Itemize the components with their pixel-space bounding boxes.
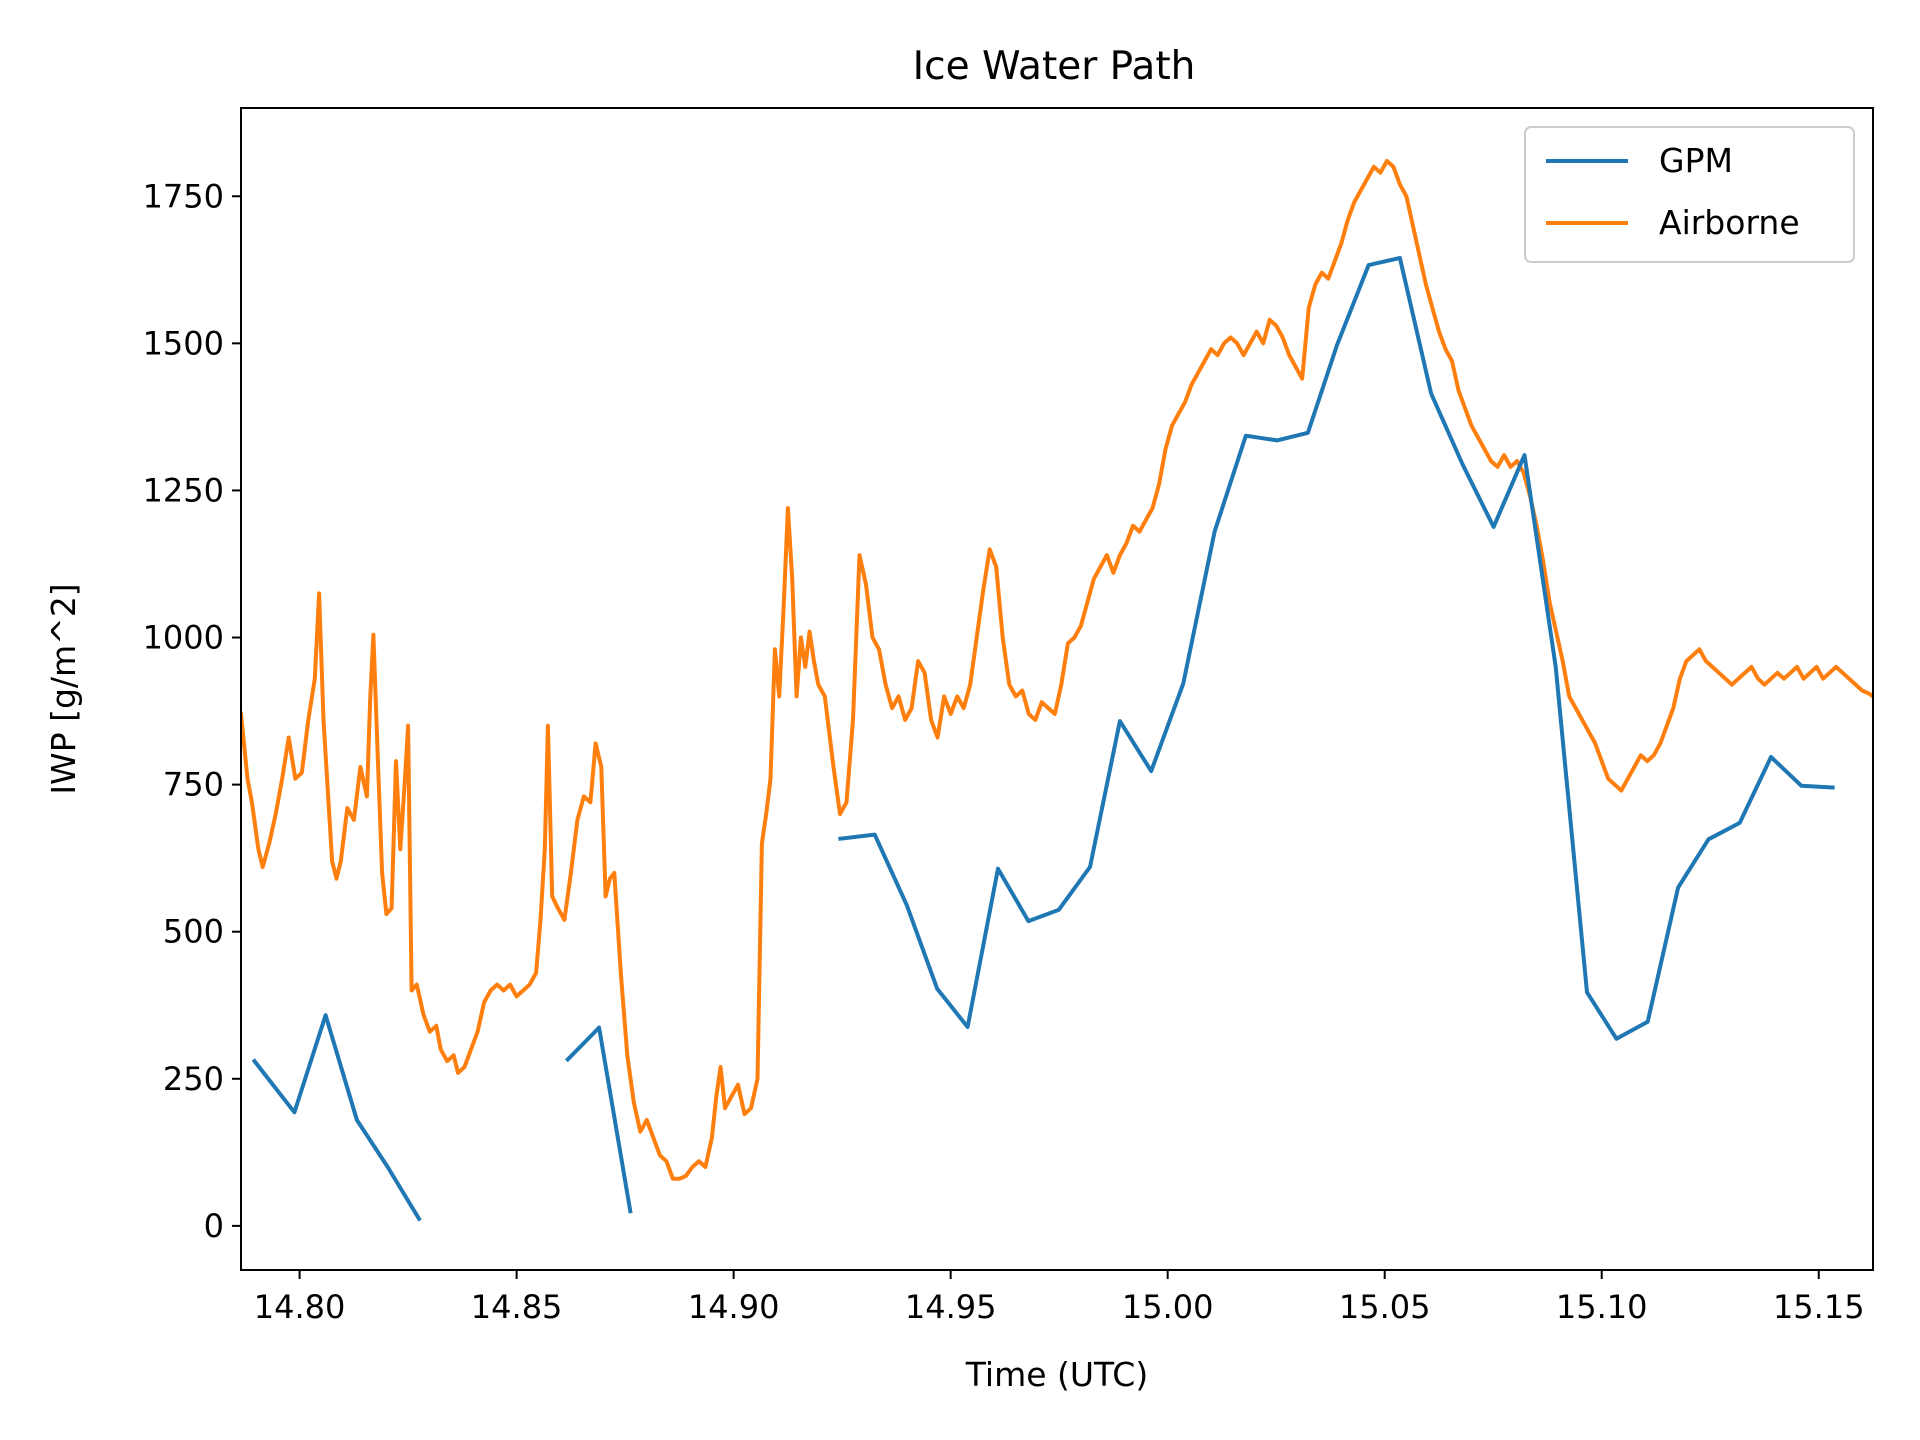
x-tick-label: 14.85 — [471, 1288, 563, 1326]
y-tick-label: 1250 — [143, 471, 224, 509]
x-tick-label: 14.95 — [905, 1288, 997, 1326]
series-line-gpm-segment-3 — [838, 256, 1835, 1041]
y-tick-label: 1500 — [143, 324, 224, 362]
y-tick-label: 250 — [163, 1060, 224, 1098]
x-tick-label: 15.00 — [1122, 1288, 1214, 1326]
x-tick-label: 14.90 — [688, 1288, 780, 1326]
legend-label-gpm: GPM — [1659, 141, 1733, 180]
series-layer — [241, 159, 1873, 1222]
ticks-layer: 14.80 14.85 14.90 14.95 15.00 15.05 15.10 15.15… — [143, 177, 1865, 1326]
y-tick-label: 1750 — [143, 177, 224, 215]
y-tick-label: 0 — [204, 1207, 224, 1245]
x-tick-label: 15.05 — [1339, 1288, 1431, 1326]
series-line-gpm-segment-2 — [564, 1025, 633, 1214]
x-tick-label: 15.15 — [1773, 1288, 1865, 1326]
series-line-airborne — [241, 159, 1873, 1181]
legend: GPM Airborne — [1524, 126, 1855, 263]
y-tick-label: 500 — [163, 913, 224, 951]
y-axis-label: IWP [g/m^2] — [44, 583, 83, 794]
x-tick-label: 14.80 — [254, 1288, 346, 1326]
y-tick-label: 1000 — [143, 619, 224, 657]
x-tick-label: 15.10 — [1556, 1288, 1648, 1326]
plot-frame — [240, 107, 1874, 1271]
chart-title: Ice Water Path — [913, 44, 1196, 89]
series-line-gpm-segment-1 — [251, 1013, 422, 1222]
y-tick-label: 750 — [163, 766, 224, 804]
x-axis-label: Time (UTC) — [965, 1355, 1148, 1394]
legend-label-airborne: Airborne — [1659, 203, 1800, 242]
